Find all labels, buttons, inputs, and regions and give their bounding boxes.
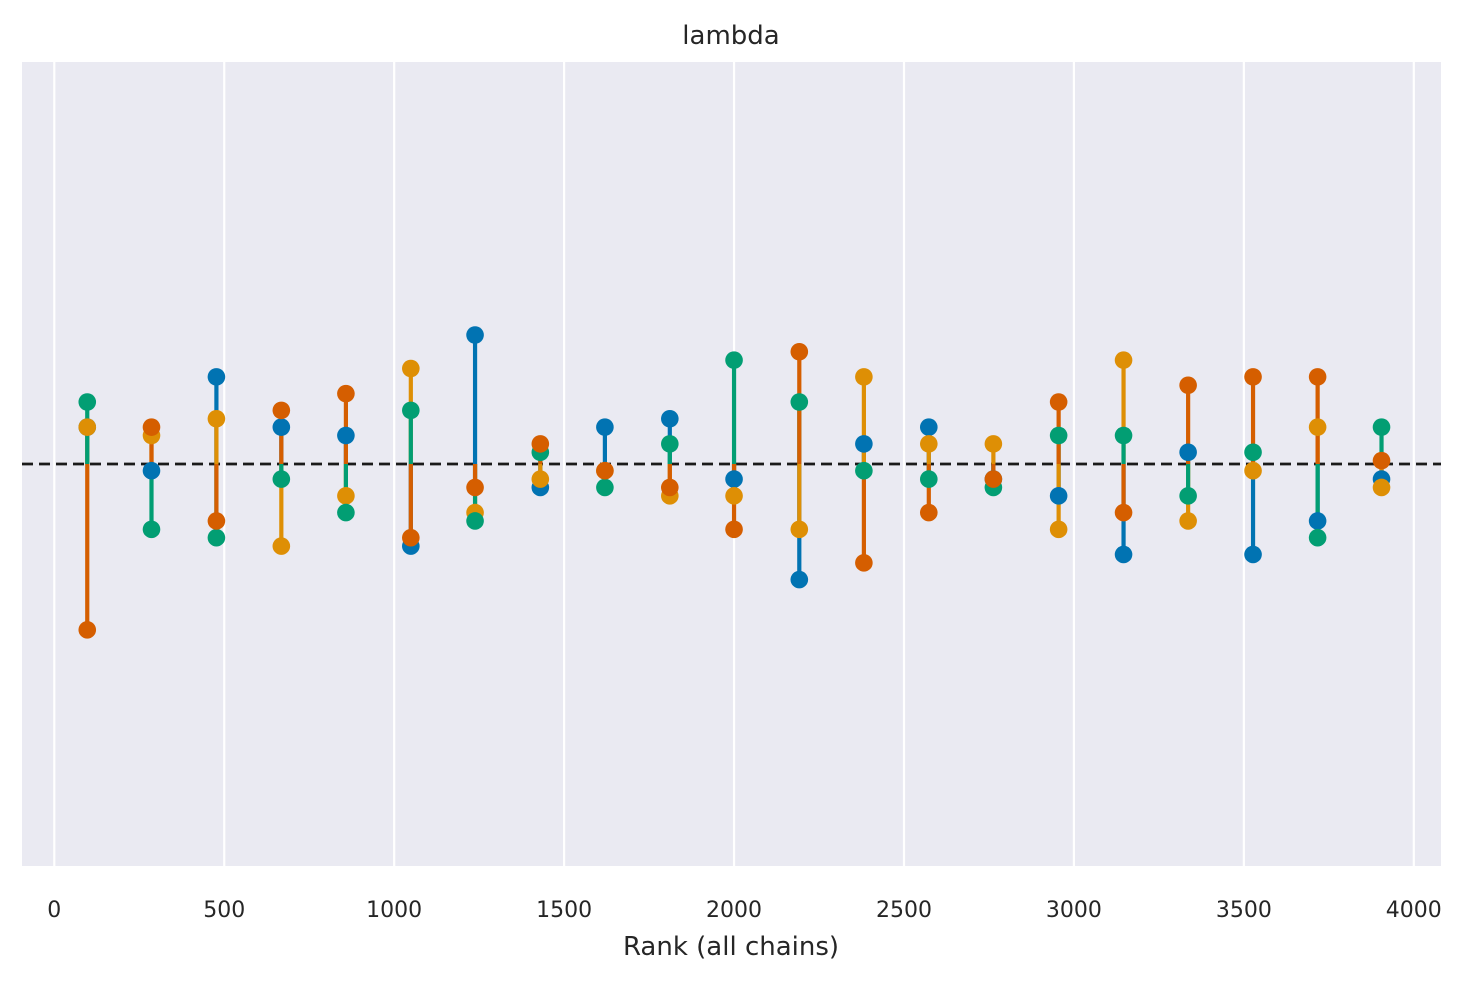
x-axis-label: Rank (all chains): [623, 932, 839, 962]
rank-marker: [1114, 545, 1133, 564]
rank-marker: [661, 478, 679, 497]
rank-marker: [596, 418, 614, 436]
rank-marker: [142, 418, 161, 436]
x-tick-label: 2000: [706, 898, 762, 923]
rank-marker: [855, 435, 873, 453]
rank-marker: [1049, 520, 1068, 539]
rank-marker: [855, 554, 873, 572]
rank-marks: [78, 326, 1391, 639]
rank-marker: [466, 512, 484, 530]
rank-marker: [337, 384, 355, 403]
rank-marker: [1308, 512, 1327, 530]
rank-marker: [1244, 368, 1262, 386]
rank-marker: [142, 520, 161, 539]
rank-marker: [1179, 376, 1197, 395]
rank-marker: [1244, 443, 1262, 462]
rank-marker: [920, 470, 938, 488]
rank-marker: [531, 435, 550, 453]
rank-marker: [337, 503, 355, 522]
rank-marker: [142, 461, 161, 480]
rank-marker: [1049, 426, 1068, 445]
x-tick-label: 4000: [1386, 898, 1442, 923]
rank-marker: [1372, 451, 1391, 470]
rank-marker: [272, 401, 291, 420]
series-1-markers: [78, 326, 1391, 589]
rank-marker: [466, 326, 484, 344]
rank-marker: [855, 368, 873, 386]
x-tick-label: 3000: [1046, 898, 1102, 923]
rank-marker: [920, 418, 938, 436]
rank-marker: [78, 621, 97, 639]
rank-marker: [1244, 461, 1262, 480]
rank-marker: [1244, 545, 1262, 564]
rank-marker: [725, 487, 743, 505]
rank-marker: [207, 512, 226, 530]
rank-marker: [1114, 426, 1133, 445]
rank-marker: [531, 470, 550, 488]
rank-marker: [920, 503, 938, 522]
gridlines: [53, 62, 1415, 866]
rank-marker: [337, 426, 355, 445]
series-4-markers: [78, 342, 1391, 639]
rank-marker: [272, 470, 291, 488]
rank-marker: [1179, 512, 1197, 530]
rank-marker: [790, 520, 809, 539]
rank-marker: [402, 528, 420, 547]
rank-marker: [1179, 443, 1197, 462]
series-3-markers: [78, 351, 1391, 547]
rank-marker: [725, 470, 743, 488]
rank-marker: [337, 487, 355, 505]
rank-marker: [984, 435, 1003, 453]
rank-marker: [1114, 351, 1133, 369]
x-tick-labels: 0 500 1000 1500 2000 2500 3000 3500 4000: [47, 898, 1442, 923]
rank-marker: [984, 470, 1003, 488]
rank-marker: [1308, 368, 1327, 386]
rank-marker: [1114, 503, 1133, 522]
rank-marker: [1049, 393, 1068, 411]
rank-marker: [78, 393, 97, 411]
rank-marker: [207, 528, 226, 547]
rank-marker: [1179, 487, 1197, 505]
rank-marker: [402, 401, 420, 420]
rank-marker: [855, 461, 873, 480]
rank-marker: [207, 409, 226, 428]
rank-marker: [790, 342, 809, 361]
rank-marker: [272, 537, 291, 555]
rank-marker: [725, 520, 743, 539]
rank-marker: [1308, 528, 1327, 547]
rank-marker: [790, 393, 809, 411]
rank-marker: [920, 435, 938, 453]
x-tick-label: 3500: [1216, 898, 1272, 923]
rank-marker: [1049, 487, 1068, 505]
x-tick-label: 1500: [536, 898, 592, 923]
chart-title: lambda: [682, 21, 779, 51]
rank-marker: [1372, 478, 1391, 497]
rank-marker: [1372, 418, 1391, 436]
rank-marker: [402, 359, 420, 378]
rank-marker: [596, 461, 614, 480]
rank-marker: [661, 409, 679, 428]
rank-marker: [661, 435, 679, 453]
series-2-markers: [78, 351, 1391, 555]
rank-marker: [790, 570, 809, 589]
x-tick-label: 1000: [366, 898, 422, 923]
x-tick-label: 0: [47, 898, 61, 923]
rank-marker: [1308, 418, 1327, 436]
rank-marker: [725, 351, 743, 369]
rank-marker: [78, 418, 97, 436]
rank-marker: [596, 478, 614, 497]
rank-marker: [207, 368, 226, 386]
rank-marker: [466, 478, 484, 497]
rank-marker: [272, 418, 291, 436]
x-tick-label: 500: [203, 898, 245, 923]
x-tick-label: 2500: [876, 898, 932, 923]
